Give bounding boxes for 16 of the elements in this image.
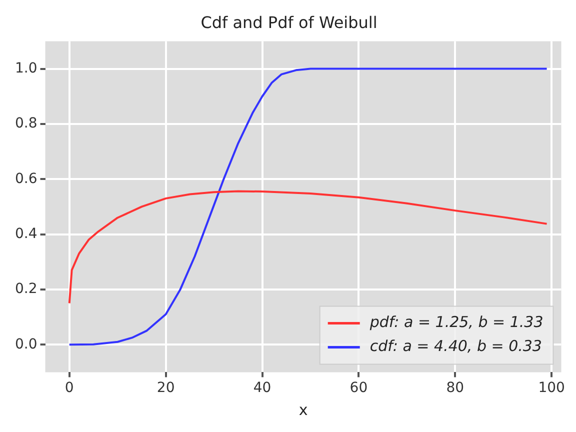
x-tick-label: 40 [253,380,272,396]
chart-title: Cdf and Pdf of Weibull [200,12,378,32]
y-tick-label: 0.8 [15,116,38,132]
legend-label: pdf: a = 1.25, b = 1.33 [368,313,544,332]
x-tick-label: 60 [350,380,368,396]
x-tick-label: 0 [64,380,74,396]
y-tick-label: 0.0 [15,336,38,352]
y-tick-label: 1.0 [15,60,38,76]
x-tick-label: 20 [156,380,175,396]
y-tick-label: 0.6 [15,170,38,187]
y-tick-label: 0.2 [15,281,38,298]
x-tick-label: 80 [446,380,464,396]
legend-label: cdf: a = 4.40, b = 0.33 [370,337,542,356]
x-axis-title: x [298,400,308,419]
y-tick-label: 0.4 [15,226,38,242]
x-tick-label: 100 [538,380,565,396]
